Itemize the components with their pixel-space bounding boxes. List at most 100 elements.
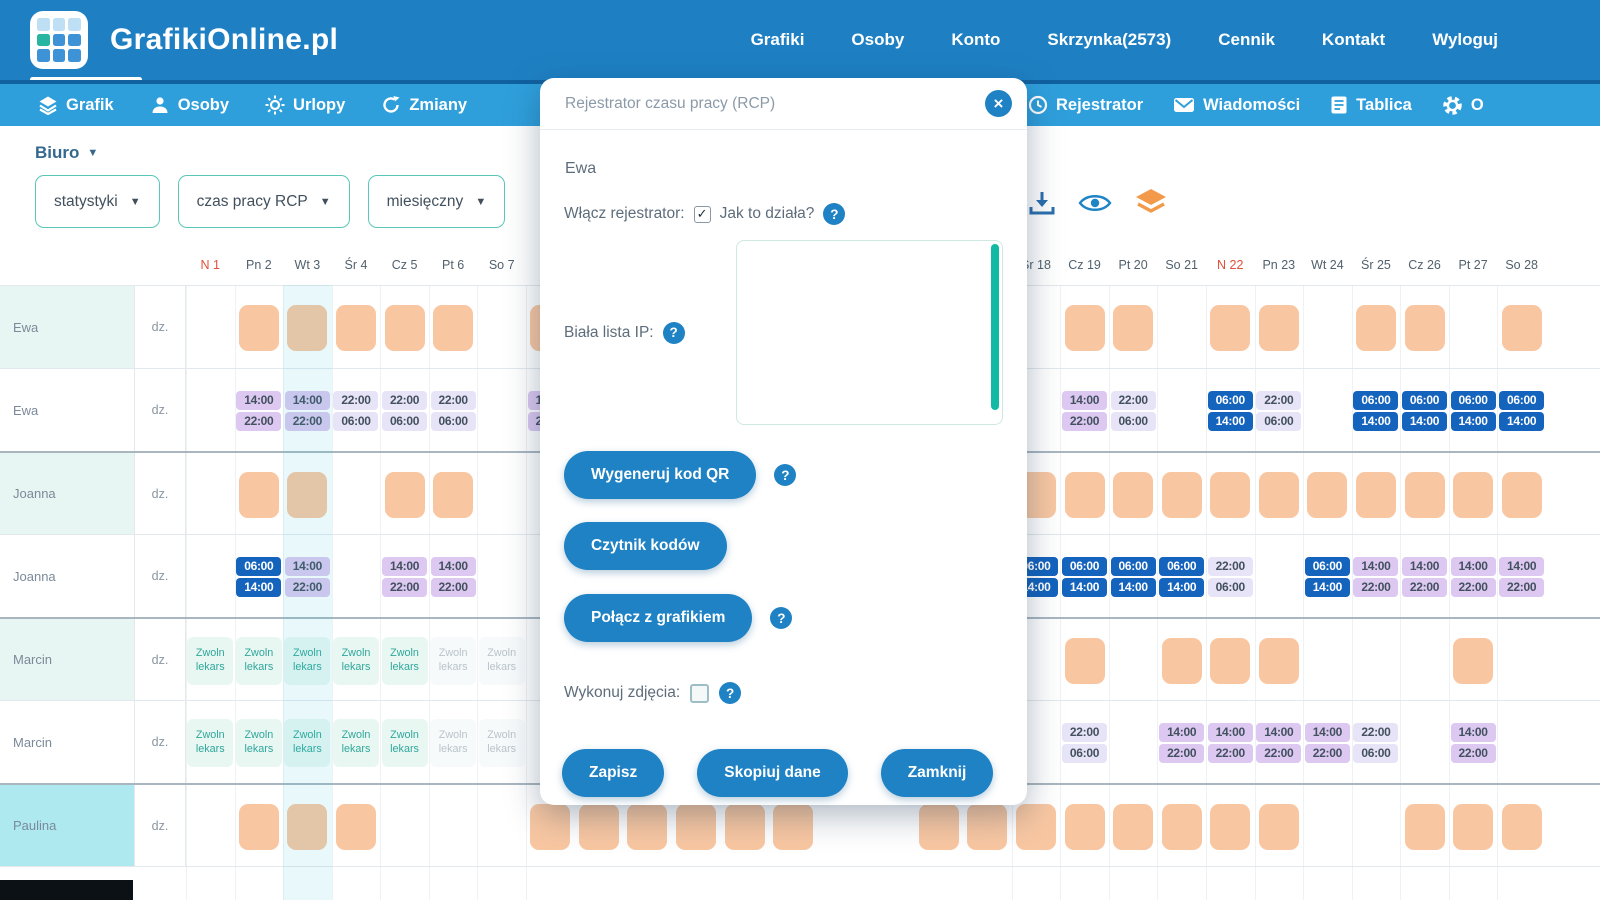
schedule-cell[interactable] [1352,286,1401,369]
schedule-cell[interactable] [769,785,818,868]
schedule-cell[interactable]: 22:00 06:00 [1206,535,1255,618]
save-button[interactable]: Zapisz [562,749,665,797]
subnav-item[interactable]: Tablica [1330,95,1412,115]
schedule-cell[interactable]: 22:00 06:00 [380,369,429,452]
schedule-cell[interactable]: Zwoln lekars [186,619,235,702]
schedule-cell[interactable] [1497,785,1546,868]
schedule-cell[interactable]: Zwoln lekars [186,701,235,784]
schedule-cell[interactable]: Zwoln lekars [380,701,429,784]
schedule-cell[interactable] [1303,453,1352,536]
schedule-cell[interactable]: 06:00 14:00 [1060,535,1109,618]
schedule-cell[interactable]: 22:00 06:00 [429,369,478,452]
help-icon[interactable]: ? [719,682,742,704]
schedule-cell[interactable] [235,453,284,536]
code-reader-button[interactable]: Czytnik kodów [564,522,727,570]
schedule-cell[interactable] [1255,619,1304,702]
schedule-cell[interactable]: 22:00 06:00 [1352,701,1401,784]
photos-checkbox[interactable] [690,683,710,703]
schedule-cell[interactable] [672,785,721,868]
topnav-item[interactable]: Grafiki [750,30,805,49]
schedule-cell[interactable]: Zwoln lekars [283,619,332,702]
schedule-cell[interactable]: 06:00 14:00 [1206,369,1255,452]
schedule-cell[interactable] [1255,453,1304,536]
copy-data-button[interactable]: Skopiuj dane [697,749,848,797]
help-icon[interactable]: ? [770,607,793,629]
schedule-cell[interactable] [283,785,332,868]
schedule-cell[interactable] [1206,286,1255,369]
subnav-item[interactable]: Grafik [38,95,114,115]
schedule-cell[interactable] [283,286,332,369]
schedule-cell[interactable]: Zwoln lekars [429,619,478,702]
schedule-cell[interactable] [1449,619,1498,702]
schedule-cell[interactable]: Zwoln lekars [380,619,429,702]
schedule-cell[interactable] [1206,619,1255,702]
schedule-cell[interactable] [235,785,284,868]
schedule-cell[interactable] [575,785,624,868]
schedule-cell[interactable]: Zwoln lekars [235,619,284,702]
schedule-cell[interactable] [1157,785,1206,868]
topnav-item[interactable]: Cennik [1218,30,1275,49]
schedule-cell[interactable]: 22:00 06:00 [332,369,381,452]
help-icon[interactable]: ? [662,321,685,344]
schedule-cell[interactable]: Zwoln lekars [332,619,381,702]
download-icon[interactable] [1028,190,1056,221]
schedule-cell[interactable] [1060,785,1109,868]
brand[interactable]: GrafikiOnline.pl [30,11,338,82]
schedule-cell[interactable] [1060,286,1109,369]
schedule-cell[interactable] [623,785,672,868]
enable-recorder-checkbox[interactable]: ✓ [693,205,711,223]
schedule-cell[interactable] [429,286,478,369]
subnav-item[interactable]: O [1442,95,1484,116]
schedule-cell[interactable] [1255,286,1304,369]
schedule-cell[interactable]: Zwoln lekars [283,701,332,784]
schedule-cell[interactable] [1400,453,1449,536]
schedule-cell[interactable]: 06:00 14:00 [1400,369,1449,452]
schedule-cell[interactable] [963,785,1012,868]
schedule-cell[interactable]: Zwoln lekars [477,619,526,702]
schedule-cell[interactable] [332,286,381,369]
help-icon[interactable]: ? [823,203,846,225]
topnav-item[interactable]: Osoby [851,30,905,49]
schedule-cell[interactable] [380,453,429,536]
schedule-cell[interactable] [1400,785,1449,868]
schedule-cell[interactable] [1449,785,1498,868]
topnav-item[interactable]: Skrzynka(2573) [1047,30,1172,49]
filter-dropdown[interactable]: czas pracy RCP ▼ [177,175,350,228]
schedule-cell[interactable]: 06:00 14:00 [235,535,284,618]
layers-icon[interactable] [1134,188,1168,223]
schedule-cell[interactable] [1497,453,1546,536]
topnav-item[interactable]: Kontakt [1321,30,1386,49]
generate-qr-button[interactable]: Wygeneruj kod QR [564,451,757,499]
schedule-cell[interactable] [332,785,381,868]
schedule-cell[interactable] [526,785,575,868]
ip-whitelist-input[interactable] [737,241,1002,424]
close-button[interactable]: Zamknij [880,749,994,797]
schedule-cell[interactable]: Zwoln lekars [332,701,381,784]
scrollbar-thumb[interactable] [991,244,999,410]
schedule-cell[interactable] [235,286,284,369]
schedule-cell[interactable] [720,785,769,868]
schedule-cell[interactable]: 22:00 06:00 [1060,701,1109,784]
link-schedule-button[interactable]: Połącz z grafikiem [564,594,753,642]
schedule-cell[interactable] [1206,785,1255,868]
topnav-item[interactable]: Wyloguj [1432,30,1498,49]
schedule-cell[interactable]: 06:00 14:00 [1157,535,1206,618]
how-it-works-link[interactable]: Jak to działa? [719,205,815,222]
schedule-cell[interactable]: 06:00 14:00 [1449,369,1498,452]
filter-dropdown[interactable]: statystyki ▼ [35,175,160,228]
schedule-cell[interactable] [1012,785,1061,868]
schedule-cell[interactable] [1497,286,1546,369]
